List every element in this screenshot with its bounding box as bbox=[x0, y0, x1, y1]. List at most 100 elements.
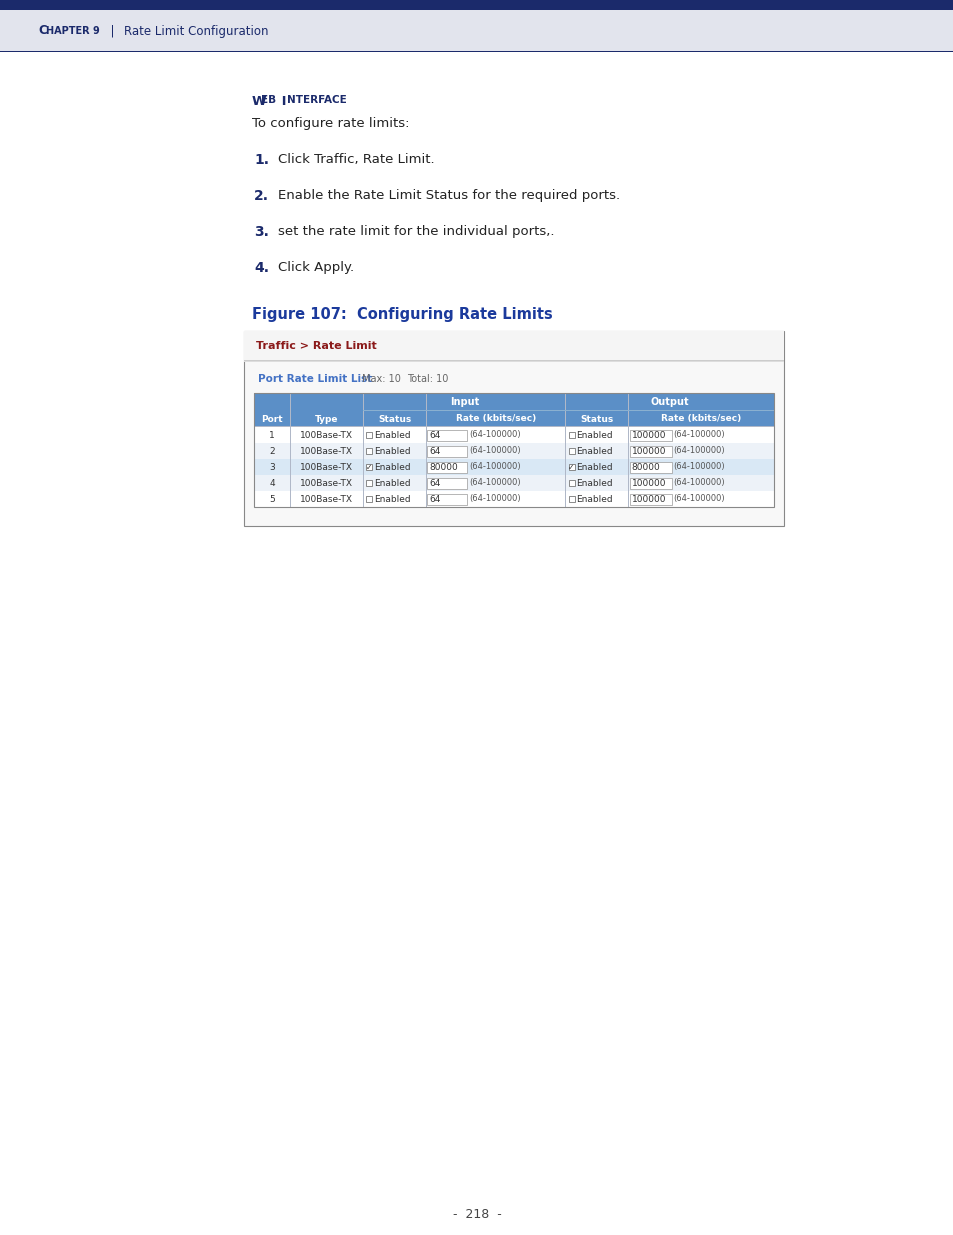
Text: Enabled: Enabled bbox=[374, 478, 411, 488]
Text: (64-100000): (64-100000) bbox=[673, 478, 724, 488]
Text: Max: 10: Max: 10 bbox=[361, 374, 400, 384]
Bar bbox=[568, 496, 574, 501]
Text: (64-100000): (64-100000) bbox=[469, 462, 520, 472]
Text: Rate (kbits/sec): Rate (kbits/sec) bbox=[660, 415, 740, 424]
Text: Rate (kbits/sec): Rate (kbits/sec) bbox=[456, 415, 536, 424]
Text: Click Apply.: Click Apply. bbox=[277, 261, 354, 274]
Text: 100Base-TX: 100Base-TX bbox=[300, 431, 353, 440]
Bar bbox=[427, 478, 467, 489]
Text: Port Rate Limit List: Port Rate Limit List bbox=[257, 374, 372, 384]
Text: 3.: 3. bbox=[253, 225, 269, 240]
Bar bbox=[253, 411, 773, 427]
Text: Enabled: Enabled bbox=[576, 494, 613, 504]
Text: 80000: 80000 bbox=[429, 462, 457, 472]
Text: Enabled: Enabled bbox=[576, 431, 613, 440]
Bar bbox=[629, 494, 671, 505]
Text: (64-100000): (64-100000) bbox=[469, 447, 520, 456]
Bar bbox=[427, 446, 467, 457]
Text: HAPTER 9: HAPTER 9 bbox=[46, 26, 100, 36]
Bar bbox=[425, 393, 426, 508]
Text: 1.: 1. bbox=[253, 153, 269, 167]
Bar bbox=[568, 432, 574, 438]
Text: 64: 64 bbox=[429, 447, 440, 456]
Bar bbox=[253, 475, 773, 492]
Text: 2: 2 bbox=[269, 447, 274, 456]
Text: 100000: 100000 bbox=[631, 447, 665, 456]
Text: Input: Input bbox=[449, 396, 478, 408]
Text: |: | bbox=[103, 25, 122, 37]
Text: W: W bbox=[252, 95, 266, 107]
Text: Type: Type bbox=[314, 415, 338, 424]
Bar bbox=[564, 393, 565, 508]
Text: 3: 3 bbox=[269, 462, 274, 472]
Text: ✓: ✓ bbox=[568, 462, 574, 472]
Bar bbox=[0, 0, 953, 10]
Text: Traffic > Rate Limit: Traffic > Rate Limit bbox=[255, 341, 376, 351]
Bar bbox=[253, 459, 773, 475]
Text: (64-100000): (64-100000) bbox=[673, 431, 724, 440]
Bar bbox=[366, 448, 372, 454]
Bar bbox=[629, 462, 671, 473]
Text: 80000: 80000 bbox=[631, 462, 659, 472]
Text: Enabled: Enabled bbox=[374, 431, 411, 440]
Text: Click Traffic, Rate Limit.: Click Traffic, Rate Limit. bbox=[277, 153, 435, 165]
Text: Status: Status bbox=[579, 415, 613, 424]
Bar bbox=[427, 462, 467, 473]
Text: Enabled: Enabled bbox=[374, 462, 411, 472]
Text: (64-100000): (64-100000) bbox=[673, 494, 724, 504]
Bar bbox=[629, 430, 671, 441]
Text: 64: 64 bbox=[429, 431, 440, 440]
Text: I: I bbox=[276, 95, 286, 107]
Bar bbox=[629, 446, 671, 457]
Text: 64: 64 bbox=[429, 478, 440, 488]
Text: 64: 64 bbox=[429, 494, 440, 504]
Text: Port: Port bbox=[261, 415, 283, 424]
Text: 100000: 100000 bbox=[631, 431, 665, 440]
Text: set the rate limit for the individual ports,.: set the rate limit for the individual po… bbox=[277, 225, 554, 238]
Text: Rate Limit Configuration: Rate Limit Configuration bbox=[124, 25, 268, 37]
Text: NTERFACE: NTERFACE bbox=[287, 95, 346, 105]
Bar bbox=[0, 10, 953, 52]
Bar bbox=[366, 432, 372, 438]
Bar bbox=[568, 464, 574, 471]
Bar bbox=[0, 51, 953, 52]
Bar bbox=[568, 480, 574, 487]
Text: Total: 10: Total: 10 bbox=[407, 374, 448, 384]
Text: 100Base-TX: 100Base-TX bbox=[300, 447, 353, 456]
Text: Output: Output bbox=[650, 396, 688, 408]
Text: (64-100000): (64-100000) bbox=[469, 431, 520, 440]
Text: 100000: 100000 bbox=[631, 494, 665, 504]
Bar bbox=[427, 430, 467, 441]
Bar bbox=[244, 331, 783, 361]
Text: (64-100000): (64-100000) bbox=[469, 478, 520, 488]
Bar bbox=[244, 331, 783, 526]
Bar bbox=[366, 496, 372, 501]
Text: ✓: ✓ bbox=[366, 462, 372, 472]
Text: (64-100000): (64-100000) bbox=[469, 494, 520, 504]
Text: 4: 4 bbox=[269, 478, 274, 488]
Text: 100Base-TX: 100Base-TX bbox=[300, 478, 353, 488]
Bar bbox=[253, 393, 363, 427]
Text: 100Base-TX: 100Base-TX bbox=[300, 462, 353, 472]
Text: 1: 1 bbox=[269, 431, 274, 440]
Text: Enabled: Enabled bbox=[576, 478, 613, 488]
Bar bbox=[629, 478, 671, 489]
Text: Figure 107:  Configuring Rate Limits: Figure 107: Configuring Rate Limits bbox=[252, 308, 552, 322]
Bar bbox=[253, 492, 773, 508]
Text: C: C bbox=[38, 25, 47, 37]
Bar bbox=[366, 464, 372, 471]
Text: EB: EB bbox=[261, 95, 275, 105]
Bar bbox=[362, 393, 363, 508]
Text: 100000: 100000 bbox=[631, 478, 665, 488]
Text: (64-100000): (64-100000) bbox=[673, 447, 724, 456]
Text: Status: Status bbox=[377, 415, 411, 424]
Text: 100Base-TX: 100Base-TX bbox=[300, 494, 353, 504]
Bar bbox=[253, 427, 773, 443]
Text: (64-100000): (64-100000) bbox=[673, 462, 724, 472]
Bar bbox=[253, 443, 773, 459]
Text: 2.: 2. bbox=[253, 189, 269, 203]
Text: 5: 5 bbox=[269, 494, 274, 504]
Bar bbox=[627, 393, 628, 508]
Bar bbox=[366, 480, 372, 487]
Bar bbox=[253, 393, 773, 411]
